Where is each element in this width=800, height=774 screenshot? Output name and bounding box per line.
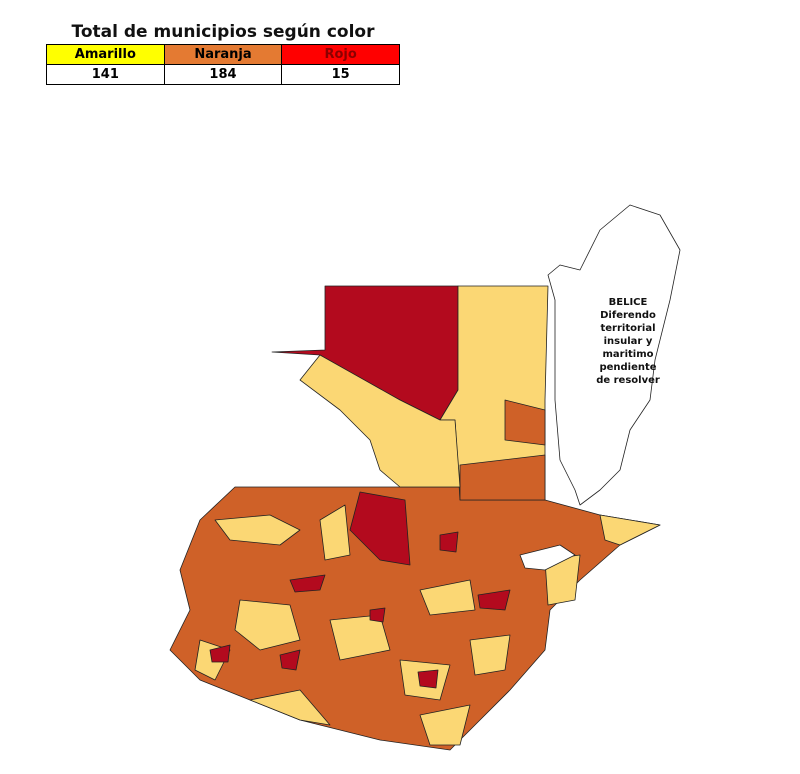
belize-label: pendiente [599, 362, 656, 373]
count-row: 141 184 15 [46, 64, 400, 85]
region-orange [504, 399, 546, 446]
belize-label: insular y [604, 336, 653, 347]
region-red [369, 607, 386, 623]
region-yellow [249, 689, 331, 726]
region-yellow [234, 599, 301, 651]
region-yellow [599, 514, 661, 546]
count-cell: 15 [281, 64, 400, 85]
region-orange [459, 454, 546, 501]
header-cell: Naranja [163, 44, 283, 65]
belize-label: maritimo [602, 349, 653, 360]
region-yellow [214, 514, 301, 546]
region-red [279, 649, 301, 671]
belize-label: BELICE [609, 297, 648, 308]
lake-izabal [519, 544, 576, 571]
header-cell: Amarillo [46, 44, 165, 65]
header-cell: Rojo [281, 44, 400, 65]
region-red [417, 669, 439, 689]
belize-label: territorial [600, 323, 655, 334]
region-red [477, 589, 511, 611]
count-cell: 184 [163, 64, 283, 85]
region-red [349, 491, 411, 566]
region-red [439, 531, 459, 553]
region-yellow [329, 614, 391, 661]
region-yellow [419, 579, 476, 616]
belize [547, 204, 681, 506]
region-yellow [419, 704, 471, 746]
region-yellow [299, 354, 461, 488]
region-yellow [469, 634, 511, 676]
region-red [209, 644, 231, 663]
header-row: Amarillo Naranja Rojo [46, 44, 400, 65]
belize-label: de resolver [596, 375, 660, 386]
count-cell: 141 [46, 64, 165, 85]
summary-table: Amarillo Naranja Rojo 141 184 15 [46, 44, 400, 85]
belize-label: Diferendo [600, 310, 656, 321]
region-red [289, 574, 326, 593]
region-yellow [319, 504, 351, 561]
title: Total de municipios según color [71, 22, 375, 42]
